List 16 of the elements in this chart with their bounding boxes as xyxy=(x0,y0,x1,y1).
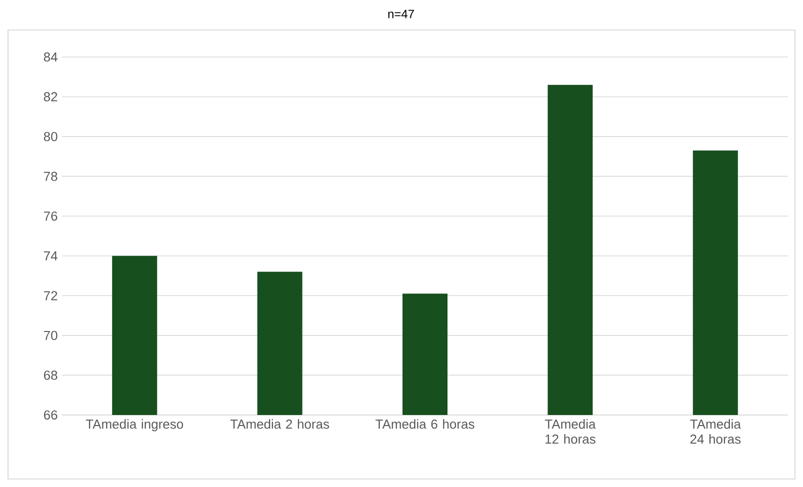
x-tick-label: TAmedia 12 horas xyxy=(544,419,596,444)
y-tick-label: 68 xyxy=(44,370,58,380)
y-tick-label: 82 xyxy=(44,92,58,102)
y-tick-label: 66 xyxy=(44,410,58,420)
x-tick-label: TAmedia 6 horas xyxy=(376,419,474,429)
y-tick-label: 74 xyxy=(44,251,58,260)
x-tick-label: TAmedia ingreso xyxy=(86,419,184,432)
y-tick-label: 80 xyxy=(44,132,58,142)
chart-title: n=47 xyxy=(388,10,414,18)
x-tick-label: TAmedia 24 horas xyxy=(690,419,741,444)
y-tick-label: 76 xyxy=(44,211,58,221)
y-tick-label: 70 xyxy=(44,330,58,340)
y-tick-label: 72 xyxy=(44,291,58,300)
y-tick-label: 84 xyxy=(44,52,58,62)
y-tick-label: 78 xyxy=(44,172,58,181)
x-tick-label: TAmedia 2 horas xyxy=(230,419,330,429)
